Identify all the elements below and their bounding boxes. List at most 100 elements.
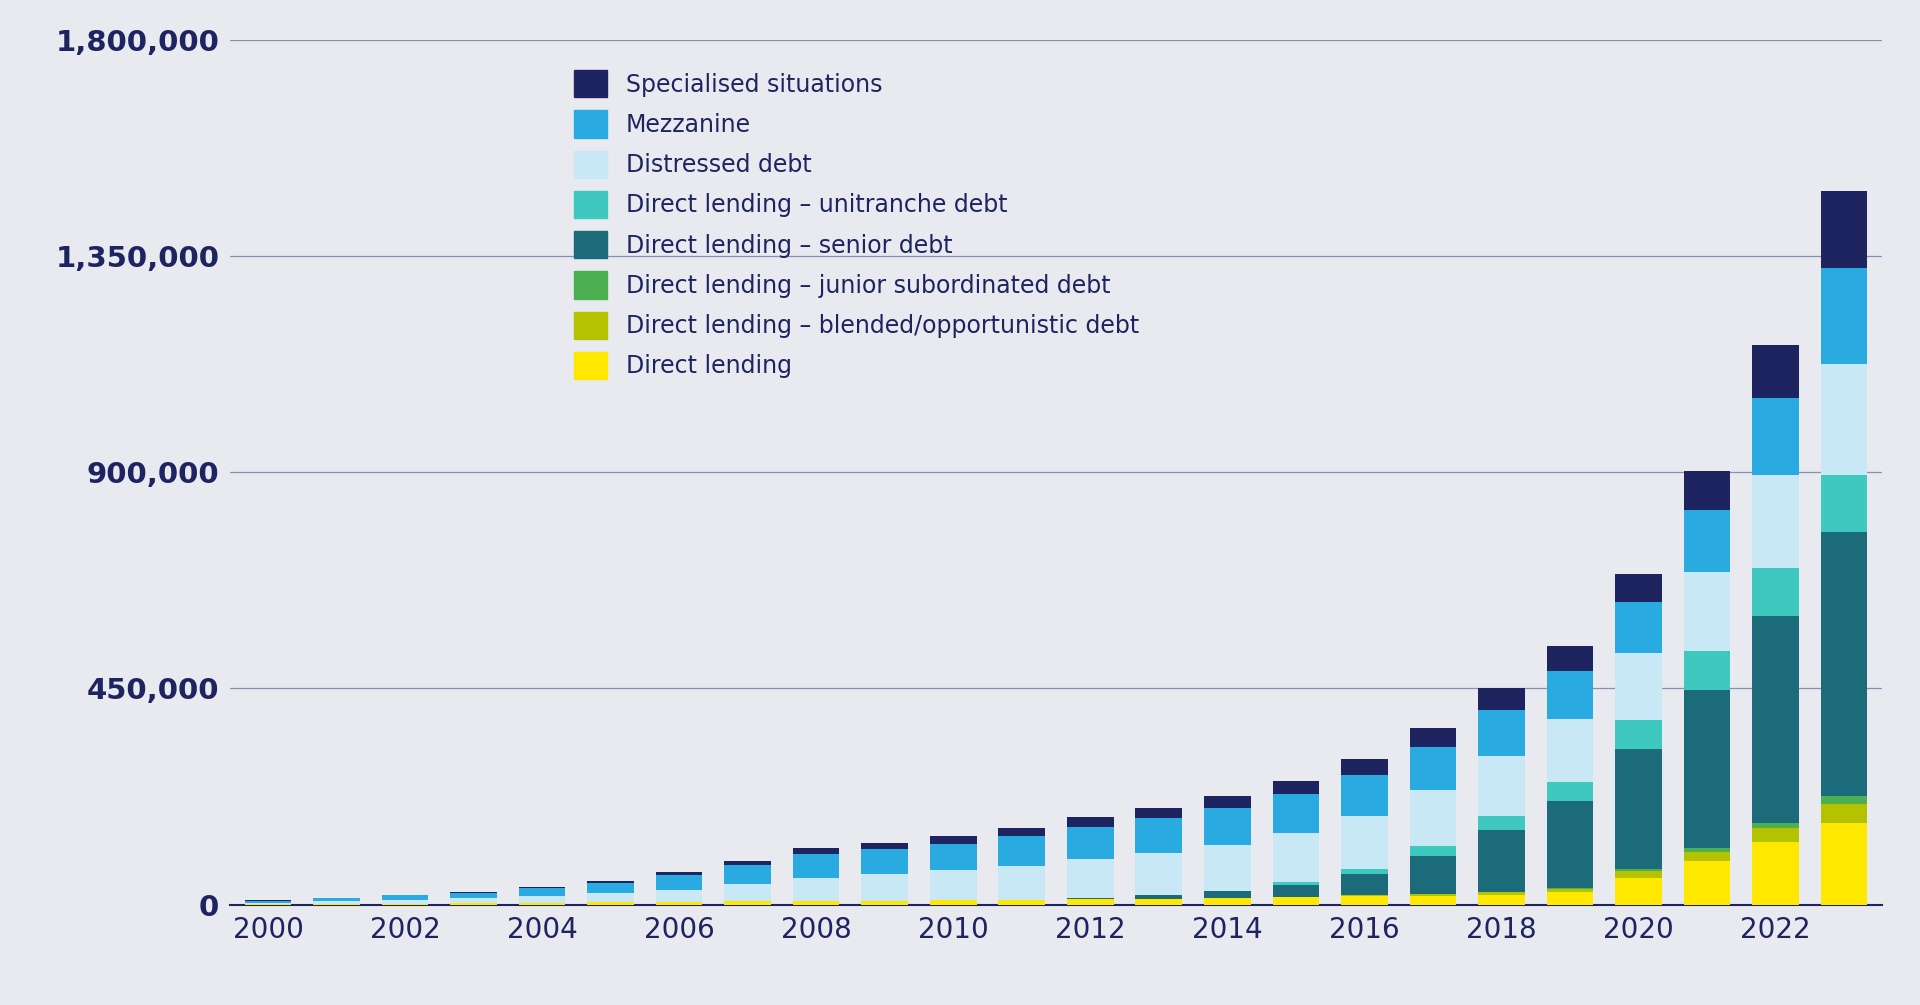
- Bar: [1135, 852, 1183, 894]
- Bar: [1478, 688, 1524, 711]
- Bar: [1548, 645, 1594, 670]
- Bar: [1409, 747, 1455, 790]
- Bar: [1273, 884, 1319, 896]
- Bar: [1478, 816, 1524, 830]
- Bar: [1684, 471, 1730, 510]
- Bar: [1478, 892, 1524, 894]
- Bar: [1615, 574, 1661, 602]
- Bar: [1204, 891, 1250, 898]
- Bar: [382, 895, 428, 899]
- Bar: [657, 901, 703, 904]
- Bar: [1478, 756, 1524, 816]
- Bar: [1409, 846, 1455, 856]
- Bar: [518, 887, 564, 888]
- Bar: [1135, 807, 1183, 818]
- Bar: [1068, 897, 1114, 899]
- Bar: [1068, 899, 1114, 904]
- Bar: [1684, 848, 1730, 851]
- Bar: [1273, 897, 1319, 904]
- Bar: [1820, 823, 1868, 904]
- Bar: [1548, 719, 1594, 782]
- Bar: [929, 900, 977, 904]
- Bar: [451, 892, 497, 898]
- Bar: [1068, 859, 1114, 897]
- Bar: [1409, 729, 1455, 747]
- Bar: [657, 889, 703, 901]
- Bar: [1820, 268, 1868, 365]
- Bar: [588, 881, 634, 883]
- Bar: [1753, 398, 1799, 474]
- Bar: [1340, 816, 1388, 869]
- Bar: [1135, 818, 1183, 852]
- Bar: [451, 898, 497, 903]
- Bar: [1753, 345, 1799, 398]
- Bar: [862, 900, 908, 904]
- Bar: [1753, 474, 1799, 569]
- Bar: [1548, 888, 1594, 892]
- Bar: [1548, 670, 1594, 719]
- Bar: [313, 898, 359, 901]
- Bar: [1068, 817, 1114, 827]
- Bar: [1684, 861, 1730, 904]
- Bar: [862, 874, 908, 900]
- Bar: [724, 884, 772, 901]
- Bar: [1753, 823, 1799, 828]
- Bar: [1478, 830, 1524, 892]
- Bar: [1820, 804, 1868, 823]
- Bar: [793, 900, 839, 904]
- Bar: [244, 902, 292, 904]
- Bar: [657, 875, 703, 889]
- Bar: [1548, 801, 1594, 887]
- Bar: [1820, 796, 1868, 804]
- Bar: [451, 903, 497, 904]
- Bar: [998, 828, 1044, 836]
- Bar: [518, 902, 564, 904]
- Bar: [1273, 781, 1319, 794]
- Bar: [1820, 191, 1868, 268]
- Bar: [1478, 711, 1524, 756]
- Bar: [793, 848, 839, 853]
- Bar: [1615, 602, 1661, 653]
- Bar: [1753, 842, 1799, 904]
- Bar: [1409, 790, 1455, 846]
- Bar: [862, 849, 908, 874]
- Bar: [1340, 760, 1388, 775]
- Bar: [1820, 365, 1868, 474]
- Bar: [518, 896, 564, 902]
- Bar: [793, 877, 839, 900]
- Bar: [1615, 653, 1661, 721]
- Bar: [1615, 721, 1661, 749]
- Bar: [1204, 845, 1250, 891]
- Bar: [1753, 569, 1799, 616]
- Bar: [1135, 898, 1183, 904]
- Bar: [1548, 782, 1594, 801]
- Bar: [1548, 892, 1594, 905]
- Bar: [1615, 869, 1661, 871]
- Bar: [998, 836, 1044, 866]
- Bar: [929, 870, 977, 900]
- Bar: [1135, 894, 1183, 898]
- Bar: [929, 836, 977, 843]
- Bar: [1204, 808, 1250, 845]
- Bar: [1753, 828, 1799, 842]
- Bar: [1820, 533, 1868, 796]
- Bar: [862, 842, 908, 849]
- Bar: [1409, 894, 1455, 895]
- Bar: [588, 883, 634, 893]
- Bar: [793, 853, 839, 877]
- Bar: [382, 899, 428, 903]
- Bar: [724, 901, 772, 904]
- Bar: [1273, 794, 1319, 833]
- Bar: [1820, 474, 1868, 533]
- Bar: [1340, 775, 1388, 816]
- Bar: [244, 900, 292, 902]
- Legend: Specialised situations, Mezzanine, Distressed debt, Direct lending – unitranche : Specialised situations, Mezzanine, Distr…: [564, 60, 1148, 389]
- Bar: [313, 901, 359, 903]
- Bar: [1340, 873, 1388, 895]
- Bar: [1684, 689, 1730, 848]
- Bar: [1409, 895, 1455, 904]
- Bar: [1273, 833, 1319, 882]
- Bar: [1204, 898, 1250, 904]
- Bar: [1684, 572, 1730, 651]
- Bar: [929, 843, 977, 870]
